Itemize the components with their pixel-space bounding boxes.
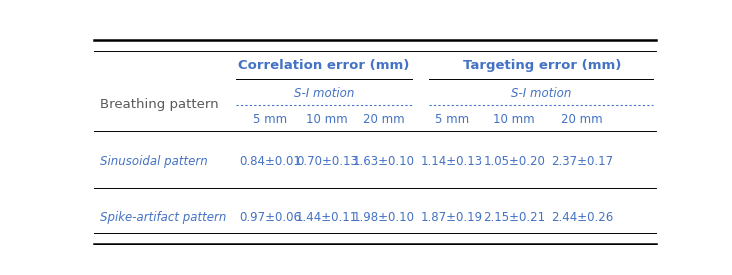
Text: 1.44±0.11: 1.44±0.11 (296, 211, 358, 224)
Text: 1.14±0.13: 1.14±0.13 (421, 155, 483, 167)
Text: 20 mm: 20 mm (561, 113, 603, 126)
Text: 0.97±0.06: 0.97±0.06 (239, 211, 301, 224)
Text: 10 mm: 10 mm (493, 113, 535, 126)
Text: 1.98±0.10: 1.98±0.10 (353, 211, 414, 224)
Text: 0.70±0.13: 0.70±0.13 (296, 155, 358, 167)
Text: 2.44±0.26: 2.44±0.26 (551, 211, 613, 224)
Text: Correlation error (mm): Correlation error (mm) (239, 59, 410, 72)
Text: Targeting error (mm): Targeting error (mm) (463, 59, 621, 72)
Text: 1.63±0.10: 1.63±0.10 (353, 155, 414, 167)
Text: Breathing pattern: Breathing pattern (100, 98, 219, 111)
Text: 20 mm: 20 mm (363, 113, 405, 126)
Text: Sinusoidal pattern: Sinusoidal pattern (100, 155, 208, 167)
Text: 5 mm: 5 mm (253, 113, 287, 126)
Text: 1.05±0.20: 1.05±0.20 (483, 155, 545, 167)
Text: S-I motion: S-I motion (294, 87, 354, 100)
Text: 10 mm: 10 mm (306, 113, 348, 126)
Text: 1.87±0.19: 1.87±0.19 (421, 211, 483, 224)
Text: S-I motion: S-I motion (511, 87, 571, 100)
Text: 0.84±0.01: 0.84±0.01 (239, 155, 301, 167)
Text: 2.15±0.21: 2.15±0.21 (483, 211, 545, 224)
Text: Spike-artifact pattern: Spike-artifact pattern (100, 211, 226, 224)
Text: 2.37±0.17: 2.37±0.17 (551, 155, 613, 167)
Text: 5 mm: 5 mm (435, 113, 468, 126)
